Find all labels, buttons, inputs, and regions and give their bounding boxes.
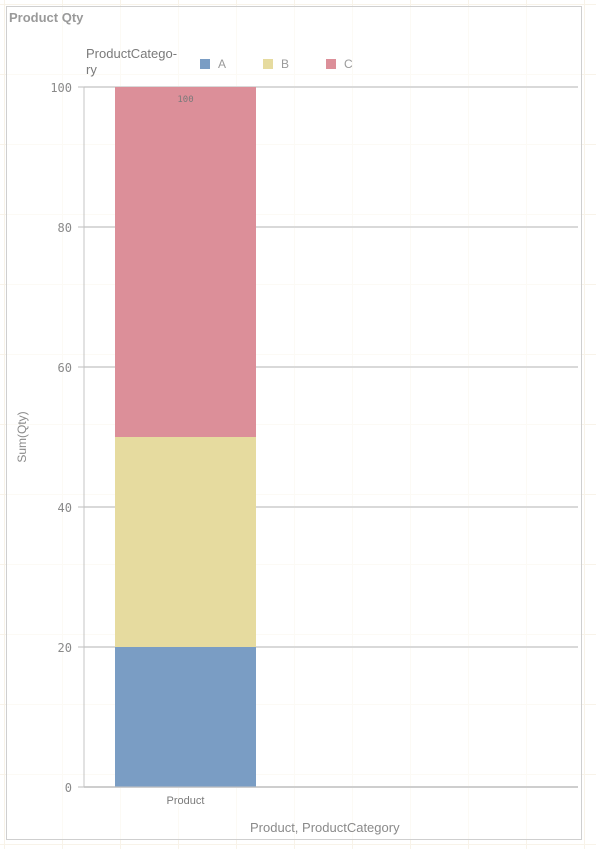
x-category-label-product: Product xyxy=(167,795,205,807)
legend-swatch-b xyxy=(263,59,273,69)
legend-label-a: A xyxy=(218,57,227,71)
labels: 0 20 40 60 80 100 100 Product xyxy=(50,81,204,807)
bar-product-b[interactable] xyxy=(115,437,256,647)
legend-item-c[interactable]: C xyxy=(326,57,353,71)
y-tick-label-0: 0 xyxy=(65,781,72,795)
legend-label-b: B xyxy=(281,57,290,71)
chart-panel[interactable] xyxy=(6,6,582,840)
chart-title: Product Qty xyxy=(9,10,84,25)
total-label-product: 100 xyxy=(177,95,193,105)
legend-label-c: C xyxy=(344,57,353,71)
legend-swatch-c xyxy=(326,59,336,69)
legend-swatch-a xyxy=(200,59,210,69)
y-tick-label-60: 60 xyxy=(58,361,72,375)
y-tick-label-80: 80 xyxy=(58,221,72,235)
y-tick-label-100: 100 xyxy=(50,81,72,95)
y-tick-label-20: 20 xyxy=(58,641,72,655)
bar-product-c[interactable] xyxy=(115,87,256,437)
legend-item-b[interactable]: B xyxy=(263,57,289,71)
bars[interactable] xyxy=(115,87,256,787)
axes xyxy=(78,86,578,788)
bar-product-a[interactable] xyxy=(115,647,256,787)
x-axis-label: Product, ProductCategory xyxy=(250,820,400,835)
y-tick-label-40: 40 xyxy=(58,501,72,515)
legend-title: ProductCatego- ry xyxy=(86,46,178,77)
legend-item-a[interactable]: A xyxy=(200,57,226,71)
